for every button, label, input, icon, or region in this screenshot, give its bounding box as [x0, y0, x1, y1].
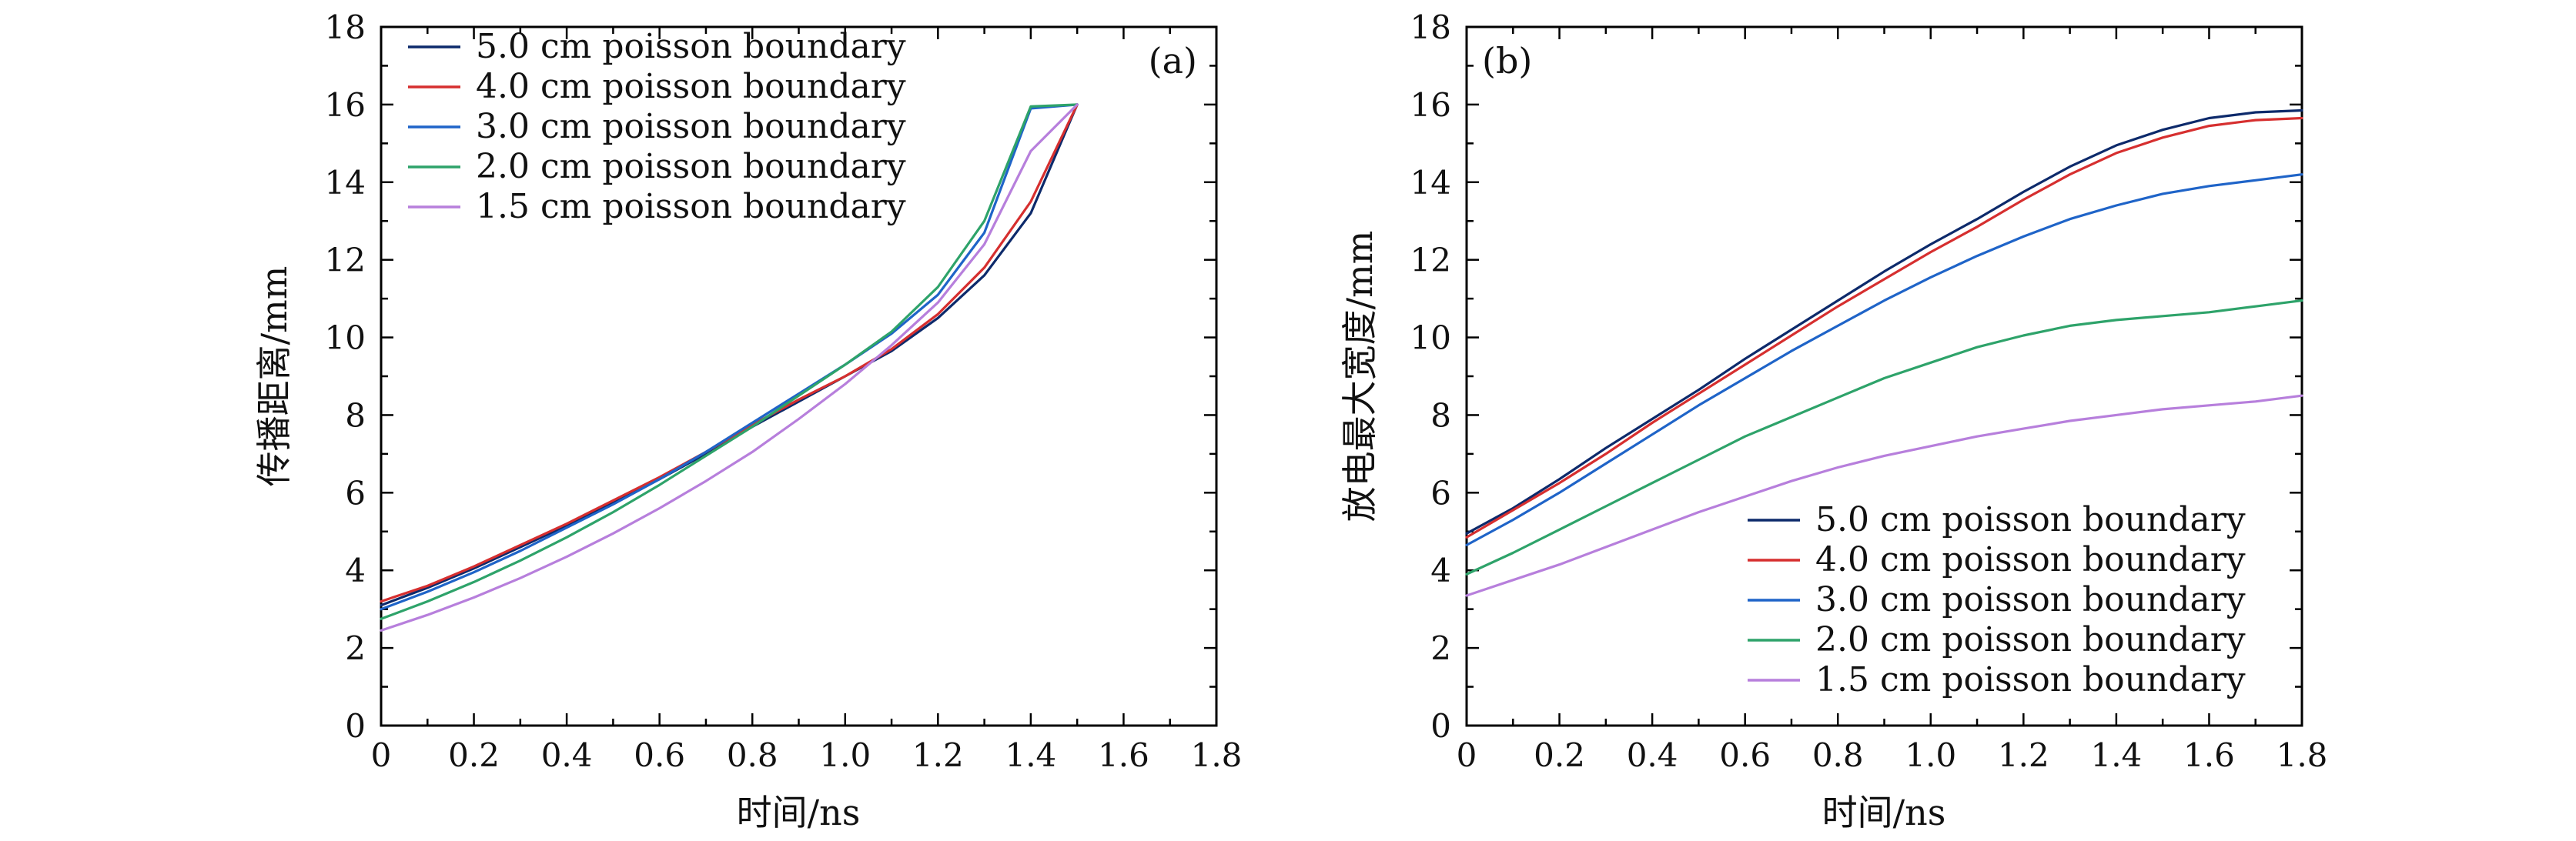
x-tick-label-b: 0.4 [1627, 736, 1678, 774]
x-tick-label-b: 1.4 [2090, 736, 2142, 774]
series-line-3-0-a [380, 103, 1079, 611]
y-tick-label-a: 0 [345, 707, 366, 745]
y-tick-label-b: 0 [1430, 707, 1451, 745]
series-line-2-0-a [380, 103, 1079, 620]
legend-label-5-0-a: 5.0 cm poisson boundary [476, 27, 906, 66]
series-line-2-0-b [1465, 299, 2303, 576]
x-axis-label-a: 时间/ns [737, 792, 861, 833]
y-tick-label-b: 12 [1410, 242, 1451, 279]
legend-label-1-5-b: 1.5 cm poisson boundary [1815, 660, 2246, 699]
series-lines-b [1465, 108, 2303, 597]
x-tick-label-a: 0.2 [448, 736, 500, 774]
x-tick-label-a: 0.6 [634, 736, 685, 774]
y-tick-label-a: 6 [345, 474, 366, 512]
legend-label-2-0-b: 2.0 cm poisson boundary [1815, 620, 2246, 659]
x-tick-label-a: 0 [371, 736, 392, 774]
series-lines-a [380, 103, 1079, 632]
y-tick-label-a: 10 [325, 319, 366, 357]
y-axis-label-b: 放电最大宽度/mm [1339, 231, 1380, 522]
series-line-1-5-a [380, 103, 1079, 632]
x-tick-label-b: 0.8 [1812, 736, 1864, 774]
ticks-a: 0 0.2 0.4 0.6 0.8 1.0 1.2 1.4 1.6 1.8 0 2 4 6 8 10 12 14 1… [325, 8, 1243, 774]
x-tick-label-b: 0.6 [1719, 736, 1771, 774]
x-tick-label-b: 1.2 [1998, 736, 2049, 774]
y-tick-label-b: 10 [1410, 319, 1451, 357]
y-tick-label-a: 18 [325, 8, 366, 46]
y-axis-label-a: 传播距离/mm [253, 266, 295, 487]
ticks-b: 0 0.2 0.4 0.6 0.8 1.0 1.2 1.4 1.6 1.8 0 2 4 6 8 10 12 14 1… [1410, 8, 2328, 774]
series-line-3-0-b [1465, 173, 2303, 547]
y-tick-label-b: 8 [1430, 396, 1451, 434]
series-line-5-0-b [1465, 108, 2303, 535]
legend-label-1-5-a: 1.5 cm poisson boundary [476, 187, 906, 226]
x-tick-label-b: 1.0 [1905, 736, 1956, 774]
y-tick-label-a: 12 [325, 242, 366, 279]
legend-label-4-0-b: 4.0 cm poisson boundary [1815, 540, 2246, 579]
series-line-1-5-b [1465, 394, 2303, 597]
series-line-4-0-b [1465, 116, 2303, 539]
y-tick-label-b: 6 [1430, 474, 1451, 512]
x-tick-label-a: 0.8 [727, 736, 778, 774]
panel-b: (b) 时间/ns 放电最大宽度/mm 0 0.2 0.4 0.6 0.8 1.0 1.2 1… [1339, 8, 2327, 833]
panel-a: (a) 时间/ns 传播距离/mm 0 0.2 0.4 0.6 0.8 1.0 1.2 1.4… [253, 8, 1242, 833]
x-tick-label-b: 0.2 [1534, 736, 1585, 774]
legend-label-3-0-a: 3.0 cm poisson boundary [476, 107, 906, 146]
legend-label-3-0-b: 3.0 cm poisson boundary [1815, 580, 2246, 619]
legend-label-4-0-a: 4.0 cm poisson boundary [476, 67, 906, 106]
x-tick-label-a: 1.6 [1098, 736, 1149, 774]
legend-label-2-0-a: 2.0 cm poisson boundary [476, 147, 906, 186]
x-tick-label-a: 1.4 [1005, 736, 1056, 774]
y-tick-label-a: 8 [345, 396, 366, 434]
y-tick-label-b: 4 [1430, 552, 1451, 589]
y-tick-label-b: 18 [1410, 8, 1451, 46]
panel-tag-a: (a) [1149, 40, 1197, 82]
x-tick-label-a: 1.2 [912, 736, 964, 774]
y-tick-label-a: 16 [325, 86, 366, 124]
x-tick-label-a: 0.4 [541, 736, 593, 774]
y-tick-label-a: 2 [345, 629, 366, 667]
x-tick-label-b: 0 [1457, 736, 1477, 774]
x-tick-label-b: 1.8 [2277, 736, 2328, 774]
x-axis-label-b: 时间/ns [1822, 792, 1946, 833]
legend-label-5-0-b: 5.0 cm poisson boundary [1815, 500, 2246, 539]
panel-tag-b: (b) [1482, 40, 1532, 82]
y-tick-label-a: 14 [325, 164, 366, 202]
x-tick-label-a: 1.8 [1191, 736, 1243, 774]
y-tick-label-b: 16 [1410, 86, 1451, 124]
x-tick-label-b: 1.6 [2183, 736, 2235, 774]
y-tick-label-b: 14 [1410, 164, 1451, 202]
y-tick-label-b: 2 [1430, 629, 1451, 667]
x-tick-label-a: 1.0 [819, 736, 871, 774]
y-tick-label-a: 4 [345, 552, 366, 589]
